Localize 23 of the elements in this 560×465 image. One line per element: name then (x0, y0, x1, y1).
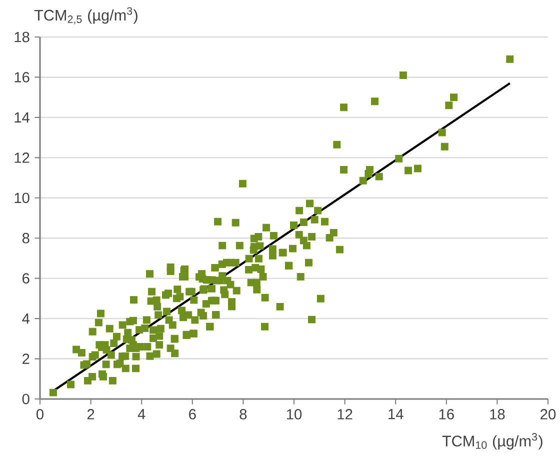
y-tick-label: 14 (14, 112, 30, 122)
y-tick-label: 0 (22, 394, 30, 404)
x-axis-title: TCM$_{10}$ (µg/m$^{3}$) (442, 433, 542, 450)
x-tick-label: 20 (540, 409, 556, 420)
x-tick-label: 18 (490, 409, 505, 420)
x-tick-label: 4 (138, 409, 146, 420)
x-tick-label: 2 (87, 409, 94, 420)
y-tick-label: 6 (22, 273, 30, 284)
y-tick-label: 12 (14, 152, 30, 163)
y-tick-label: 10 (14, 192, 30, 204)
x-tick-label: 6 (189, 409, 196, 420)
x-tick-label: 0 (36, 409, 44, 420)
y-tick-label: 2 (22, 354, 30, 364)
y-tick-label: 16 (14, 72, 30, 82)
y-tick-label: 8 (22, 232, 30, 244)
x-tick-label: 12 (338, 409, 352, 420)
x-tick-label: 16 (439, 409, 454, 420)
y-axis-title: TCM$_{2,5}$ (µg/m$^{3}$) (34, 7, 138, 24)
y-tick-label: 4 (22, 314, 30, 324)
x-tick-label: 8 (240, 409, 247, 420)
x-tick-label: 14 (388, 409, 404, 420)
x-tick-label: 10 (286, 409, 302, 420)
y-tick-label: 18 (14, 32, 30, 42)
